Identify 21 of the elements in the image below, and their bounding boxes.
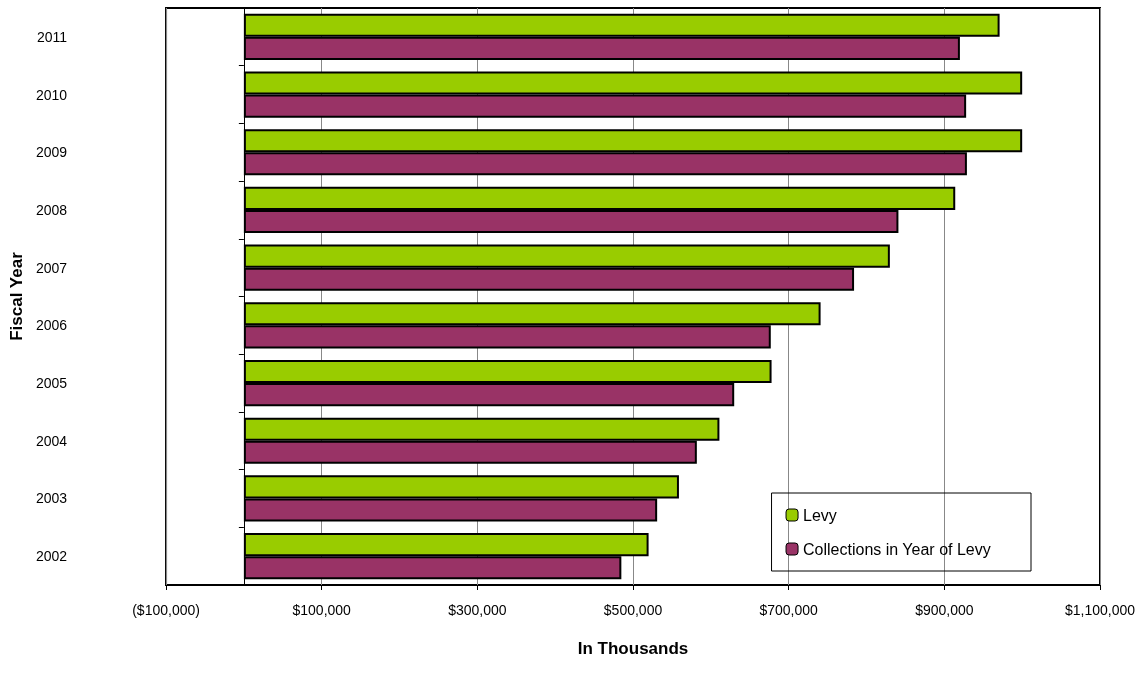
legend-label: Collections in Year of Levy [803, 540, 991, 558]
y-tick-label: 2009 [35, 144, 68, 161]
x-tick-label: ($100,000) [132, 602, 200, 618]
y-tick-label: 2007 [35, 259, 68, 276]
y-tick-label: 2008 [35, 201, 68, 218]
y-tick-label: 2010 [35, 86, 68, 103]
y-tick-label: 2004 [35, 432, 68, 449]
y-tick-label: 2006 [35, 317, 68, 334]
y-tick-label: 2011 [36, 28, 68, 45]
x-tick-label: $900,000 [915, 602, 974, 618]
x-axis-title: In Thousands [577, 639, 689, 658]
y-tick-label: 2002 [35, 548, 68, 565]
legend-label: Levy [803, 506, 837, 524]
y-tick-label: 2005 [35, 375, 68, 392]
x-tick-label: $100,000 [292, 602, 352, 618]
x-tick-label: $1,100,000 [1064, 602, 1136, 618]
y-tick-label: 2003 [35, 490, 68, 507]
y-axis-title: Fiscal Year [7, 251, 26, 341]
x-tick-label: $300,000 [448, 602, 507, 618]
x-tick-label: $700,000 [759, 602, 819, 618]
x-tick-label: $500,000 [603, 602, 663, 618]
